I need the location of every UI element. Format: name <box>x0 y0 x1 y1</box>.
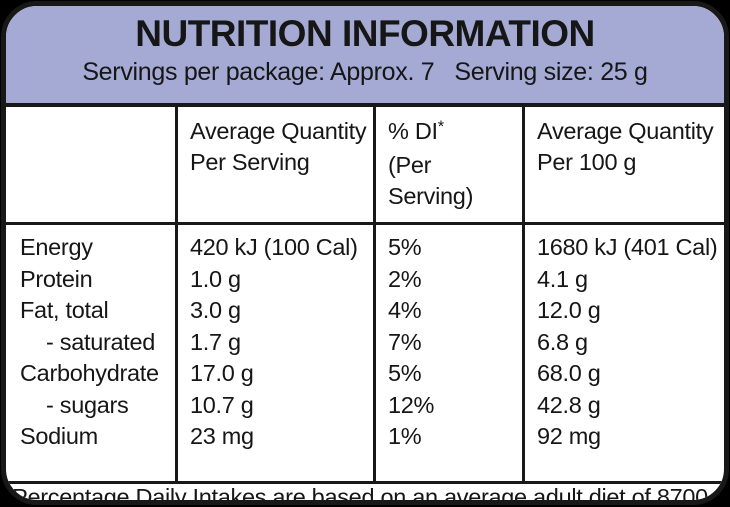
nutrient-label: - sugars <box>46 391 129 418</box>
per-100g-value: 42.8 g <box>537 391 601 418</box>
di-value: 2% <box>388 265 422 292</box>
footnote-asterisk: * <box>6 483 13 502</box>
per-serving-value: 23 mg <box>190 423 254 449</box>
di-value: 4% <box>388 297 422 323</box>
nutrient-label: Energy <box>20 234 93 260</box>
column-header-per-100g: Average Quantity Per 100 g <box>522 107 724 222</box>
per-100g-value: 92 mg <box>537 423 601 449</box>
serving-size: Serving size: 25 g <box>454 58 648 86</box>
nutrient-label: Fat, total <box>20 297 109 323</box>
panel-title: NUTRITION INFORMATION <box>135 13 595 54</box>
di-value: 5% <box>388 234 422 260</box>
di-column: 5% 2% 4% 7% 5% 12% 1% <box>373 225 522 481</box>
column-header-empty <box>6 107 175 222</box>
nutrient-label: - saturated <box>46 328 156 355</box>
di-value: 7% <box>388 328 422 355</box>
per-serving-value: 3.0 g <box>190 297 241 323</box>
nutrient-label: Sodium <box>20 423 98 449</box>
per-100g-value: 6.8 g <box>537 328 588 355</box>
per-serving-value: 17.0 g <box>190 360 254 386</box>
nutrient-label: Carbohydrate <box>20 360 159 386</box>
di-value: 1% <box>388 423 422 449</box>
di-asterisk: * <box>437 117 444 136</box>
column-header-di: % DI* (Per Serving) <box>373 107 522 222</box>
per-100g-value: 1680 kJ (401 Cal) <box>537 234 718 260</box>
di-value: 5% <box>388 360 422 386</box>
servings-line: Servings per package: Approx. 7 Serving … <box>6 57 724 87</box>
column-header-row: Average Quantity Per Serving % DI* (Per … <box>6 107 724 225</box>
per-100g-value: 4.1 g <box>537 265 588 292</box>
per-100g-value: 68.0 g <box>537 360 601 386</box>
data-rows-section: Energy Protein Fat, total - saturated Ca… <box>6 225 724 484</box>
di-value: 12% <box>388 391 435 418</box>
nutrient-label: Protein <box>20 265 93 292</box>
per-100g-column: 1680 kJ (401 Cal) 4.1 g 12.0 g 6.8 g 68.… <box>522 225 724 481</box>
daily-intake-footnote: *Percentage Daily Intakes are based on a… <box>6 483 724 505</box>
per-serving-value: 10.7 g <box>190 391 254 418</box>
per-serving-value: 1.7 g <box>190 328 241 355</box>
servings-per-package: Servings per package: Approx. 7 <box>82 58 435 86</box>
nutrient-column: Energy Protein Fat, total - saturated Ca… <box>6 225 175 481</box>
column-header-per-serving: Average Quantity Per Serving <box>175 107 373 222</box>
per-100g-value: 12.0 g <box>537 297 601 323</box>
footnote-text: Percentage Daily Intakes are based on an… <box>12 483 708 505</box>
per-serving-column: 420 kJ (100 Cal) 1.0 g 3.0 g 1.7 g 17.0 … <box>175 225 373 481</box>
per-serving-value: 420 kJ (100 Cal) <box>190 234 358 260</box>
per-serving-value: 1.0 g <box>190 265 241 292</box>
panel-header: NUTRITION INFORMATION Servings per packa… <box>6 6 724 107</box>
